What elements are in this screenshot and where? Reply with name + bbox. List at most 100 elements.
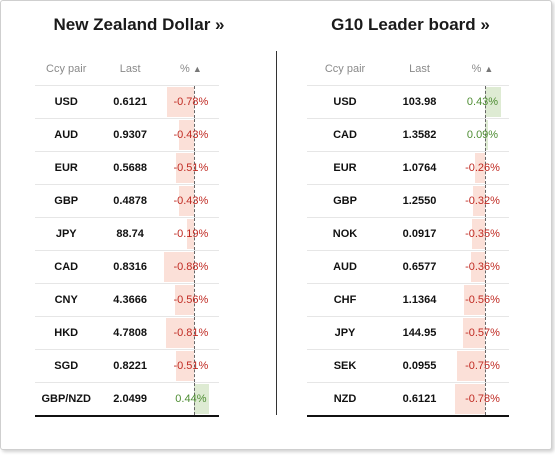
table-row[interactable]: GBP 1.2550 -0.32% xyxy=(307,184,509,218)
table-row[interactable]: SGD 0.8221 -0.51% xyxy=(35,349,219,383)
currency-pair-cell: GBP/NZD xyxy=(35,382,98,417)
percent-change-cell: -0.51% xyxy=(162,349,219,383)
last-price-cell: 0.8221 xyxy=(97,349,163,383)
table-row[interactable]: GBP 0.4878 -0.43% xyxy=(35,184,219,218)
zero-line xyxy=(193,119,195,151)
currency-pair-cell: JPY xyxy=(35,217,98,251)
change-bar xyxy=(463,318,485,348)
table-row[interactable]: JPY 144.95 -0.57% xyxy=(307,316,509,350)
zero-line xyxy=(193,251,195,283)
percent-change-value: -0.43% xyxy=(173,195,209,207)
change-bar xyxy=(166,318,194,348)
column-header-last[interactable]: Last xyxy=(119,63,141,75)
table-row[interactable]: EUR 0.5688 -0.51% xyxy=(35,151,219,185)
currency-pair-cell: EUR xyxy=(35,151,98,185)
panel-divider xyxy=(276,51,277,415)
last-price-cell: 0.0917 xyxy=(383,217,456,251)
currency-pair-cell: CHF xyxy=(307,283,383,317)
zero-line xyxy=(485,86,486,118)
percent-change-cell: -0.78% xyxy=(455,382,509,417)
last-price-cell: 4.7808 xyxy=(97,316,163,350)
zero-line xyxy=(485,383,486,415)
percent-change-cell: -0.56% xyxy=(456,283,509,317)
currency-pair-cell: HKD xyxy=(35,316,98,350)
change-bar xyxy=(179,186,194,216)
percent-change-value: 0.43% xyxy=(466,96,499,108)
percent-change-value: -0.56% xyxy=(465,294,500,306)
column-header-pct-label: % xyxy=(180,63,190,75)
zero-line xyxy=(193,218,195,250)
change-bar xyxy=(455,384,485,414)
last-price-cell: 4.3666 xyxy=(97,283,163,317)
table-row[interactable]: AUD 0.9307 -0.43% xyxy=(35,118,219,152)
last-price-cell: 0.0955 xyxy=(383,349,456,383)
change-bar xyxy=(485,87,502,117)
table-row[interactable]: SEK 0.0955 -0.75% xyxy=(307,349,509,383)
percent-change-cell: 0.44% xyxy=(162,382,219,417)
table-row[interactable]: NOK 0.0917 -0.35% xyxy=(307,217,509,251)
nzd-panel-title-link[interactable]: New Zealand Dollar » xyxy=(53,15,225,34)
currency-pair-cell: CAD xyxy=(35,250,98,284)
percent-change-value: -0.56% xyxy=(173,294,209,306)
change-bar xyxy=(471,219,485,249)
last-price-cell: 1.3582 xyxy=(383,118,456,152)
currency-pair-cell: SEK xyxy=(307,349,383,383)
currency-pair-cell: EUR xyxy=(307,151,383,185)
zero-line xyxy=(193,86,195,118)
table-row[interactable]: JPY 88.74 -0.19% xyxy=(35,217,219,251)
table-row[interactable]: CAD 0.8316 -0.88% xyxy=(35,250,219,284)
g10-panel-title-link[interactable]: G10 Leader board » xyxy=(331,15,490,34)
change-bar xyxy=(167,87,194,117)
currency-pair-cell: NZD xyxy=(307,382,383,417)
sort-ascending-icon: ▲ xyxy=(192,64,202,74)
table-row[interactable]: USD 0.6121 -0.78% xyxy=(35,85,219,119)
table-row[interactable]: CAD 1.3582 0.09% xyxy=(307,118,509,152)
table-row[interactable]: USD 103.98 0.43% xyxy=(307,85,509,119)
percent-change-value: -0.78% xyxy=(465,393,500,405)
column-header-pair[interactable]: Ccy pair xyxy=(324,63,366,75)
g10-rates-table: Ccy pair Last % ▲ USD 103.98 0.43% CAD 1.3582… xyxy=(307,53,509,417)
zero-line xyxy=(193,152,195,184)
zero-line xyxy=(193,383,195,415)
change-bar xyxy=(187,219,194,249)
change-bar xyxy=(472,186,485,216)
percent-change-cell: -0.32% xyxy=(456,184,509,218)
currency-pair-cell: JPY xyxy=(307,316,383,350)
change-bar xyxy=(456,351,485,381)
column-header-pair[interactable]: Ccy pair xyxy=(46,63,87,75)
column-header-last[interactable]: Last xyxy=(409,63,430,75)
change-bar xyxy=(179,120,194,150)
table-row[interactable]: EUR 1.0764 -0.26% xyxy=(307,151,509,185)
table-header-row: Ccy pair Last % ▲ xyxy=(35,53,219,86)
change-bar xyxy=(485,120,489,150)
last-price-cell: 0.5688 xyxy=(97,151,163,185)
table-row[interactable]: CHF 1.1364 -0.56% xyxy=(307,283,509,317)
percent-change-cell: 0.09% xyxy=(456,118,509,152)
table-row[interactable]: CNY 4.3666 -0.56% xyxy=(35,283,219,317)
last-price-cell: 0.6121 xyxy=(97,85,163,119)
last-price-cell: 0.4878 xyxy=(97,184,163,218)
zero-line xyxy=(485,317,486,349)
column-header-pct[interactable]: % ▲ xyxy=(163,53,219,86)
percent-change-cell: -0.43% xyxy=(162,118,219,152)
change-bar xyxy=(193,384,209,414)
table-row[interactable]: NZD 0.6121 -0.78% xyxy=(307,382,509,417)
percent-change-value: -0.75% xyxy=(465,360,500,372)
table-row[interactable]: GBP/NZD 2.0499 0.44% xyxy=(35,382,219,417)
last-price-cell: 0.6577 xyxy=(383,250,456,284)
last-price-cell: 2.0499 xyxy=(97,382,163,417)
currency-pair-cell: AUD xyxy=(307,250,383,284)
percent-change-value: -0.32% xyxy=(465,195,500,207)
table-row[interactable]: AUD 0.6577 -0.36% xyxy=(307,250,509,284)
change-bar xyxy=(163,252,194,282)
percent-change-cell: -0.36% xyxy=(456,250,509,284)
column-header-pct[interactable]: % ▲ xyxy=(456,53,509,86)
zero-line xyxy=(485,119,486,151)
table-row[interactable]: HKD 4.7808 -0.81% xyxy=(35,316,219,350)
zero-line xyxy=(485,152,486,184)
percent-change-value: -0.78% xyxy=(173,96,209,108)
percent-change-value: -0.43% xyxy=(173,129,209,141)
percent-change-cell: -0.75% xyxy=(456,349,509,383)
percent-change-cell: -0.88% xyxy=(162,250,219,284)
percent-change-value: -0.81% xyxy=(173,327,209,339)
